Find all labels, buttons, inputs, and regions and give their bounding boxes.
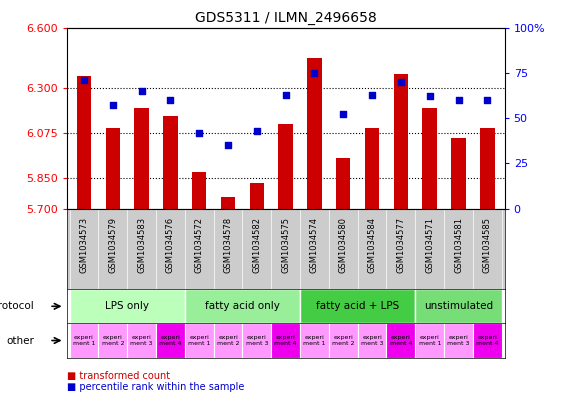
Text: experi
ment 3: experi ment 3 (130, 335, 153, 346)
Point (166, 97, 175, 103)
Text: GSM1034578: GSM1034578 (223, 217, 233, 273)
Bar (185, 289, 300, 323)
Text: GSM1034573: GSM1034573 (79, 217, 89, 273)
Text: experi
ment 3: experi ment 3 (245, 335, 268, 346)
Text: GSM1034572: GSM1034572 (195, 217, 204, 273)
Text: GSM1034582: GSM1034582 (252, 217, 262, 273)
Text: experi
ment 1: experi ment 1 (73, 335, 95, 346)
Text: GSM1034581: GSM1034581 (454, 217, 463, 273)
Bar (473, 323, 502, 358)
Bar (307, 58, 322, 209)
Point (454, 97, 463, 103)
Text: GSM1034584: GSM1034584 (368, 217, 376, 273)
Text: GSM1034585: GSM1034585 (483, 217, 492, 273)
Text: protocol: protocol (0, 301, 34, 311)
Point (339, 111, 348, 118)
Bar (99, 323, 127, 358)
Bar (300, 289, 415, 323)
Bar (77, 76, 91, 209)
Bar (249, 182, 264, 209)
Text: GSM1034583: GSM1034583 (137, 217, 146, 273)
Text: experi
ment 3: experi ment 3 (447, 335, 470, 346)
Text: fatty acid + LPS: fatty acid + LPS (316, 301, 399, 311)
Bar (415, 323, 444, 358)
Bar (394, 74, 408, 209)
Bar (444, 323, 473, 358)
Point (223, 142, 233, 149)
Text: experi
ment 1: experi ment 1 (188, 335, 211, 346)
Text: GSM1034579: GSM1034579 (108, 217, 117, 273)
Text: experi
ment 1: experi ment 1 (303, 335, 325, 346)
Point (310, 70, 319, 76)
Point (137, 88, 146, 94)
Text: experi
ment 2: experi ment 2 (217, 335, 240, 346)
Bar (221, 196, 235, 209)
Bar (213, 323, 242, 358)
Text: GSM1034574: GSM1034574 (310, 217, 319, 273)
Bar (163, 116, 177, 209)
Text: GSM1034571: GSM1034571 (425, 217, 434, 273)
Bar (70, 289, 185, 323)
Text: experi
ment 3: experi ment 3 (361, 335, 383, 346)
Bar (386, 323, 415, 358)
Text: GSM1034576: GSM1034576 (166, 217, 175, 273)
Bar (271, 323, 300, 358)
Point (281, 92, 291, 98)
Text: experi
ment 2: experi ment 2 (102, 335, 124, 346)
Text: experi
ment 2: experi ment 2 (332, 335, 354, 346)
Bar (422, 108, 437, 209)
Point (108, 102, 117, 108)
Point (252, 128, 262, 134)
Bar (300, 323, 329, 358)
Bar (278, 124, 293, 209)
Text: LPS only: LPS only (105, 301, 149, 311)
Text: fatty acid only: fatty acid only (205, 301, 280, 311)
Bar (358, 323, 386, 358)
Point (368, 92, 377, 98)
Point (194, 129, 204, 136)
Bar (415, 289, 502, 323)
Point (425, 93, 434, 99)
Bar (70, 323, 99, 358)
Text: GSM1034580: GSM1034580 (339, 217, 348, 273)
Text: experi
ment 1: experi ment 1 (419, 335, 441, 346)
Bar (156, 323, 185, 358)
Bar (135, 108, 149, 209)
Bar (365, 128, 379, 209)
Bar (106, 128, 120, 209)
Text: experi
ment 4: experi ment 4 (159, 335, 182, 346)
Text: ■ transformed count: ■ transformed count (67, 371, 170, 381)
Title: GDS5311 / ILMN_2496658: GDS5311 / ILMN_2496658 (195, 11, 376, 25)
Bar (336, 158, 350, 209)
Text: experi
ment 4: experi ment 4 (476, 335, 499, 346)
Text: GSM1034575: GSM1034575 (281, 217, 290, 273)
Text: ■ percentile rank within the sample: ■ percentile rank within the sample (67, 382, 244, 392)
Text: other: other (6, 336, 34, 345)
Bar (329, 323, 358, 358)
Bar (185, 323, 213, 358)
Bar (192, 173, 206, 209)
Point (79, 77, 89, 83)
Text: unstimulated: unstimulated (424, 301, 493, 311)
Text: experi
ment 4: experi ment 4 (390, 335, 412, 346)
Text: GSM1034577: GSM1034577 (396, 217, 405, 273)
Bar (127, 323, 156, 358)
Bar (242, 323, 271, 358)
Text: experi
ment 4: experi ment 4 (274, 335, 297, 346)
Bar (451, 138, 466, 209)
Point (483, 97, 492, 103)
Bar (480, 128, 495, 209)
Point (396, 79, 405, 85)
